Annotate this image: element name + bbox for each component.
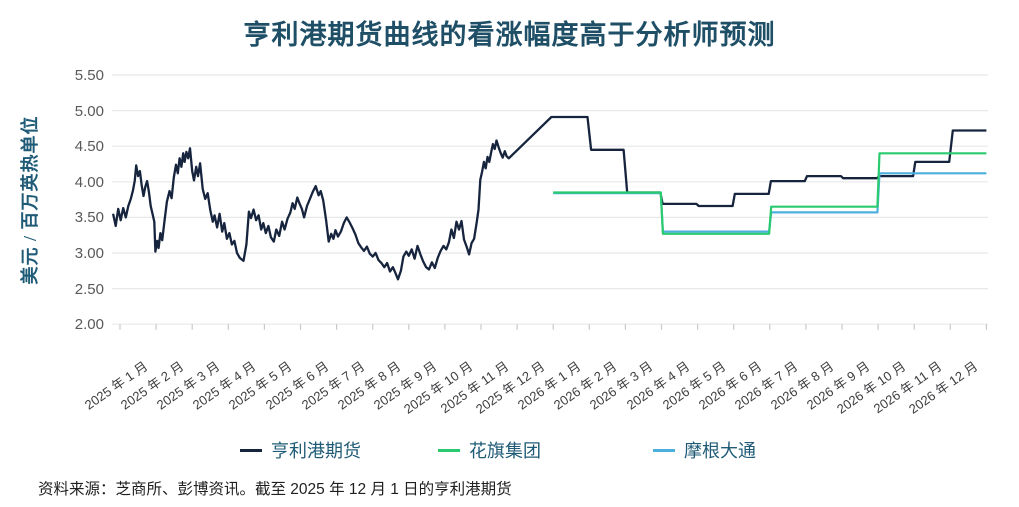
y-tick-label: 4.00 (74, 173, 104, 191)
legend-label-citi: 花旗集团 (469, 441, 541, 461)
citi-line (553, 152, 987, 235)
y-tick-label: 2.00 (74, 316, 104, 334)
y-tick-label: 3.50 (74, 209, 104, 227)
legend-item-jpmorgan: 摩根大通 (653, 437, 756, 463)
y-tick-label: 2.50 (74, 280, 104, 298)
y-tick-label: 5.50 (74, 67, 104, 84)
y-tick-label: 3.00 (74, 245, 104, 262)
citi-line-swatch (438, 449, 460, 453)
legend-label-henry-hub: 亨利港期货 (271, 441, 361, 461)
jpmorgan-line-swatch (653, 449, 675, 453)
legend-label-jpmorgan: 摩根大通 (684, 441, 756, 461)
chart-title: 亨利港期货曲线的看涨幅度高于分析师预测 (243, 20, 776, 50)
henry-hub-line (111, 115, 987, 281)
source-note: 资料来源：芝商所、彭博资讯。截至 2025 年 12 月 1 日的亨利港期货 (38, 481, 512, 498)
henry-hub-line-swatch (240, 449, 262, 453)
y-tick-label: 4.50 (74, 138, 104, 156)
y-tick-label: 5.00 (74, 102, 104, 120)
legend-item-henry-hub: 亨利港期货 (240, 437, 361, 463)
legend-item-citi: 花旗集团 (438, 437, 541, 463)
